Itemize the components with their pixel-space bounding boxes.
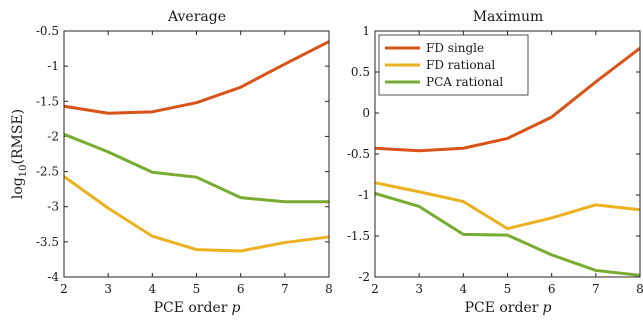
average-ytick-label: -1.5 <box>36 94 59 108</box>
average-ytick-label: -3.5 <box>36 235 59 249</box>
maximum-xlabel: PCE order p <box>465 300 552 316</box>
average-xtick-label: 5 <box>193 282 201 296</box>
maximum-series-pca-rational <box>374 191 641 277</box>
average-panel: Average 2 3 4 5 6 7 8-4-3.5-3-2.5-2-1.5-1-0.5 … <box>10 9 333 316</box>
average-xlabel-variable: p <box>231 300 240 316</box>
maximum-xlabel-text: PCE order <box>465 300 539 316</box>
maximum-panel: Maximum 2 3 4 5 6 7 8 -2 -1.5 -1 -0.5 0 0.5 1 PCE ord… <box>347 9 643 316</box>
average-series-pca-rational <box>63 132 329 204</box>
maximum-ytick-label: 0.5 <box>351 65 370 79</box>
average-ylabel: log10(RMSE) <box>10 109 29 199</box>
maximum-ytick-label: -2 <box>358 270 370 284</box>
maximum-xtick-label: 6 <box>548 282 556 296</box>
average-xtick-label: 2 <box>60 282 68 296</box>
average-xtick-label: 6 <box>237 282 245 296</box>
maximum-xlabel-variable: p <box>542 300 551 316</box>
maximum-plot-frame <box>374 30 641 278</box>
maximum-series-fd-rational <box>374 181 641 231</box>
maximum-ytick-label: 0 <box>362 106 370 120</box>
average-ytick-label: -4 <box>47 270 59 284</box>
average-xtick-label: 4 <box>149 282 157 296</box>
average-ytick-label: -1 <box>47 59 59 73</box>
maximum-lines <box>374 47 641 277</box>
average-xlabel: PCE order p <box>154 300 241 316</box>
maximum-ytick-label: -1 <box>358 188 370 202</box>
maximum-xtick-label: 5 <box>504 282 512 296</box>
average-ylabel-sub: 10 <box>18 165 29 178</box>
maximum-xtick-label: 2 <box>371 282 379 296</box>
average-ytick-label: -0.5 <box>36 24 59 38</box>
maximum-xtick-label: 4 <box>460 282 468 296</box>
legend: FD single FD rational PCA rational <box>378 34 529 96</box>
maximum-title: Maximum <box>473 9 544 25</box>
maximum-series-fd-single <box>374 47 641 153</box>
legend-label-pca-rational: PCA rational <box>426 75 503 89</box>
maximum-xtick-label: 3 <box>415 282 423 296</box>
maximum-ytick-label: 1 <box>362 24 370 38</box>
legend-label-fd-single: FD single <box>426 41 484 55</box>
maximum-axis-ticks: 2 3 4 5 6 7 8 -2 -1.5 -1 -0.5 0 0.5 1 <box>347 24 643 296</box>
average-ytick-label: -2.5 <box>36 165 59 179</box>
average-axis-ticks: 2 3 4 5 6 7 8 -4 -3.5 -3 -2.5 -2 -1.5 -1 -0.5 <box>36 24 333 296</box>
maximum-xtick-label: 7 <box>592 282 600 296</box>
average-xlabel-text: PCE order <box>154 300 228 316</box>
maximum-ytick-label: -0.5 <box>347 147 370 161</box>
average-ytick-label: -3 <box>47 200 59 214</box>
average-series-fd-single <box>63 40 330 115</box>
maximum-ytick-label: -1.5 <box>347 229 370 243</box>
average-xtick-label: 8 <box>325 282 333 296</box>
average-series-fd-rational <box>63 175 330 253</box>
average-xtick-label: 7 <box>281 282 289 296</box>
average-ytick-label: -2 <box>47 129 59 143</box>
maximum-xtick-label: 8 <box>636 282 643 296</box>
average-ylabel-log: log <box>10 177 26 199</box>
average-lines <box>63 40 330 253</box>
average-plot-frame <box>63 30 330 278</box>
legend-label-fd-rational: FD rational <box>426 58 495 72</box>
average-ylabel-rmse: (RMSE) <box>10 109 26 165</box>
average-title: Average <box>167 9 226 25</box>
average-xtick-label: 3 <box>104 282 112 296</box>
